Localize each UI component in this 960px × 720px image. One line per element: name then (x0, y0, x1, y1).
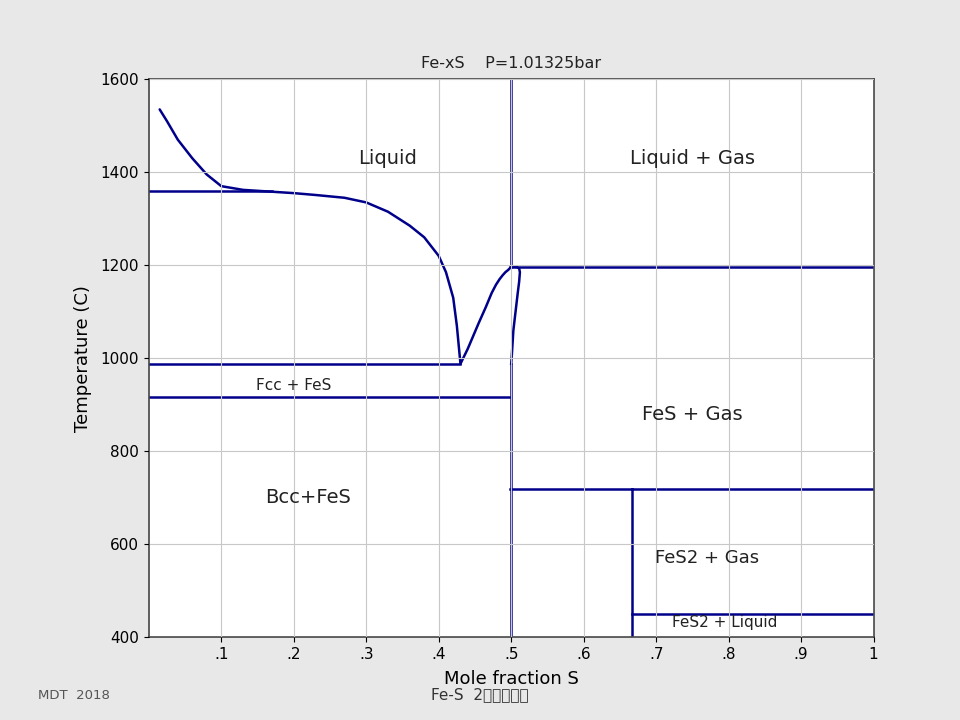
Text: FeS + Gas: FeS + Gas (642, 405, 743, 423)
Text: Liquid + Gas: Liquid + Gas (630, 149, 755, 168)
Text: Fe-S  2元系状態図: Fe-S 2元系状態図 (431, 687, 529, 702)
Text: FeS2 + Liquid: FeS2 + Liquid (672, 615, 778, 630)
Text: MDT  2018: MDT 2018 (38, 689, 110, 702)
Text: FeS2 + Gas: FeS2 + Gas (655, 549, 759, 567)
Text: Bcc+FeS: Bcc+FeS (265, 488, 351, 507)
Text: Fcc + FeS: Fcc + FeS (256, 378, 331, 392)
Title: Fe-xS    P=1.01325bar: Fe-xS P=1.01325bar (421, 56, 601, 71)
X-axis label: Mole fraction S: Mole fraction S (444, 670, 579, 688)
Y-axis label: Temperature (C): Temperature (C) (74, 285, 92, 431)
Text: Liquid: Liquid (358, 149, 418, 168)
